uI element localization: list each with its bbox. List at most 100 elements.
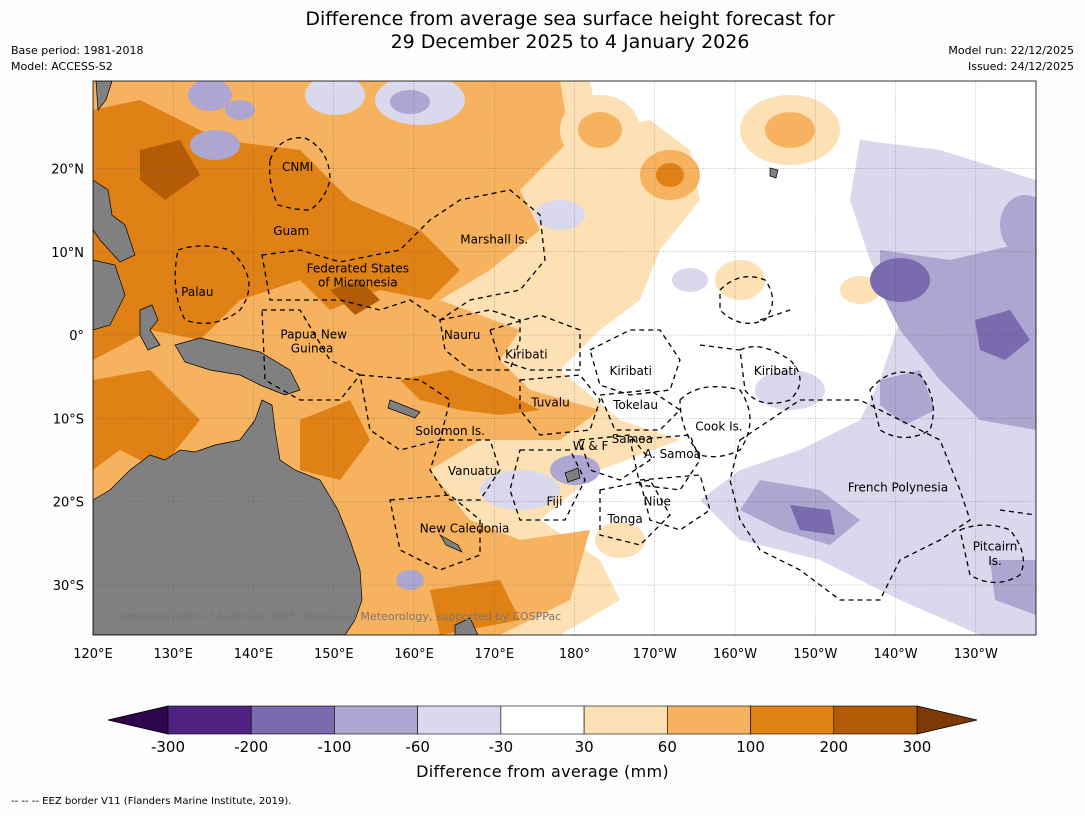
philippines-landmass xyxy=(93,179,136,263)
lon-tick-label: 160°E xyxy=(394,647,434,662)
region-label: Kiribati xyxy=(609,364,651,378)
region-label: Federated States xyxy=(307,261,409,275)
colorbar-tick-label: -30 xyxy=(489,738,514,756)
colorbar-swatch xyxy=(667,705,751,735)
lat-tick-label: 10°S xyxy=(53,412,84,427)
colorbar-swatch xyxy=(500,705,585,735)
region-label: Palau xyxy=(181,285,213,299)
eez-borders xyxy=(174,137,1036,601)
central-positive-blobs xyxy=(560,95,880,558)
fiji-landmass xyxy=(564,467,581,483)
footer-note: -- -- -- EEZ border V11 (Flanders Marine… xyxy=(11,796,292,807)
region-label: Kiribati xyxy=(754,364,796,378)
lon-tick-label: 140°W xyxy=(873,647,917,662)
region-label: A. Samoa xyxy=(644,447,701,461)
region-label: New Caledonia xyxy=(420,521,510,535)
lon-tick-label: 170°E xyxy=(475,647,515,662)
base-info: Base period: 1981-2018 Model: ACCESS-S2 xyxy=(11,43,143,75)
landmasses xyxy=(93,81,779,635)
region-label: Papua New xyxy=(280,327,347,341)
lon-tick-label: 150°W xyxy=(793,647,837,662)
region-label: W & F xyxy=(573,439,609,453)
borneo-landmass xyxy=(93,259,126,331)
base-period: Base period: 1981-2018 xyxy=(11,44,144,57)
colorbar-swatch xyxy=(750,705,835,735)
colorbar-tick-label: -300 xyxy=(151,738,185,756)
lon-tick-label: 180° xyxy=(559,647,590,662)
region-label: Tuvalu xyxy=(530,396,570,410)
region-label: Is. xyxy=(988,554,1002,568)
lat-tick-label: 10°N xyxy=(51,246,84,261)
region-label: Solomon Is. xyxy=(415,424,485,438)
plot-frame xyxy=(92,80,1037,636)
colorbar: -300 -200 -100 -60 -30 30 60 100 200 300 xyxy=(107,705,978,756)
run-info: Model run: 22/12/2025 Issued: 24/12/2025 xyxy=(948,43,1074,75)
colorbar-tick-label: 30 xyxy=(575,738,594,756)
model-run: Model run: 22/12/2025 xyxy=(948,44,1074,57)
region-label: Nauru xyxy=(444,328,480,342)
lat-tick-label: 0° xyxy=(69,329,84,344)
taiwan-landmass xyxy=(95,81,113,111)
region-label: Cook Is. xyxy=(695,420,742,434)
region-label: Tokelau xyxy=(612,398,658,412)
lon-tick-label: 130°W xyxy=(954,647,998,662)
lon-tick-label: 130°E xyxy=(153,647,193,662)
colorbar-tick-label: 200 xyxy=(819,738,848,756)
negative-anomaly-field xyxy=(188,81,1036,635)
map-gridlines xyxy=(93,81,1036,635)
australia-landmass xyxy=(93,399,363,635)
region-label: Vanuatu xyxy=(448,464,498,478)
sulawesi-landmass xyxy=(139,304,161,351)
model-name: Model: ACCESS-S2 xyxy=(11,60,113,73)
colorbar-tick-label: 60 xyxy=(658,738,677,756)
region-label: Kiribati xyxy=(505,347,547,361)
lon-tick-label: 170°W xyxy=(633,647,677,662)
colorbar-swatch xyxy=(833,705,918,735)
colorbar-low-extension xyxy=(107,705,169,735)
map-title: Difference from average sea surface heig… xyxy=(0,8,1085,54)
region-label: CNMI xyxy=(282,160,313,174)
region-label: Marshall Is. xyxy=(460,232,528,246)
lon-tick-label: 140°E xyxy=(234,647,274,662)
map-axes: 120°E 130°E 140°E 150°E 160°E 170°E 180° 170°W 1… xyxy=(51,162,998,662)
png-landmass xyxy=(174,337,301,396)
lon-tick-label: 160°W xyxy=(713,647,757,662)
region-label: Guam xyxy=(273,224,309,238)
issued-date: Issued: 24/12/2025 xyxy=(967,60,1074,73)
title-line-2: 29 December 2025 to 4 January 2026 xyxy=(390,31,750,53)
colorbar-tick-label: 100 xyxy=(736,738,765,756)
region-label: Fiji xyxy=(546,495,562,509)
lon-tick-label: 150°E xyxy=(314,647,354,662)
title-line-1: Difference from average sea surface heig… xyxy=(305,8,835,30)
colorbar-tick-label: -60 xyxy=(405,738,430,756)
colorbar-tick-label: -100 xyxy=(317,738,351,756)
region-label: Samoa xyxy=(612,432,653,446)
region-label: Pitcairn xyxy=(973,540,1018,554)
colorbar-swatch xyxy=(334,705,418,735)
lat-tick-label: 20°S xyxy=(53,496,84,511)
colorbar-tick-label: -200 xyxy=(234,738,268,756)
colorbar-swatch xyxy=(250,705,335,735)
colorbar-swatch xyxy=(583,705,668,735)
colorbar-high-extension xyxy=(916,705,978,735)
new-zealand-landmass xyxy=(454,617,479,635)
lat-tick-label: 30°S xyxy=(53,579,84,594)
new-caledonia-landmass xyxy=(439,534,463,553)
region-label: Niue xyxy=(644,495,671,509)
region-label: Tonga xyxy=(606,512,642,526)
colorbar-title: Difference from average (mm) xyxy=(416,762,669,781)
region-label: French Polynesia xyxy=(848,481,948,495)
region-label: of Micronesia xyxy=(318,276,398,290)
solomon-landmass xyxy=(387,399,421,419)
colorbar-swatch xyxy=(417,705,502,735)
colorbar-swatch xyxy=(167,705,252,735)
colorbar-tick-label: 300 xyxy=(903,738,932,756)
hawaii-landmass xyxy=(769,167,779,179)
lon-tick-label: 120°E xyxy=(73,647,113,662)
region-label: Guinea xyxy=(291,341,334,355)
copyright-notice: © Commonwealth of Australia 2025, Bureau… xyxy=(98,610,561,623)
lat-tick-label: 20°N xyxy=(51,162,84,177)
